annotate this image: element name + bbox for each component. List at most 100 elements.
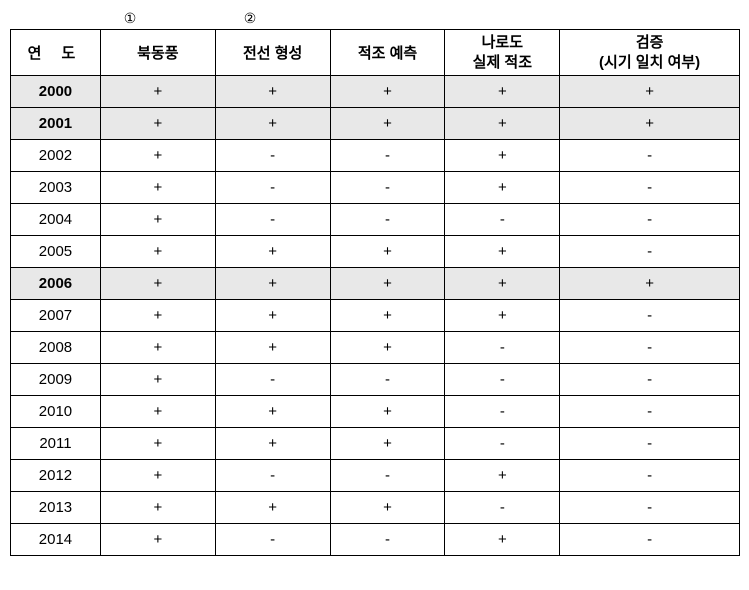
table-row: 2005++++- [11,236,740,268]
cell-value: - [215,460,330,492]
cell-year: 2001 [11,108,101,140]
table-row: 2014+--+- [11,524,740,556]
cell-value: - [330,172,445,204]
cell-value: - [560,364,740,396]
table-row: 2002+--+- [11,140,740,172]
cell-value: + [100,140,215,172]
cell-value: - [560,140,740,172]
cell-value: + [330,268,445,300]
table-row: 2007++++- [11,300,740,332]
cell-value: + [330,236,445,268]
table-row: 2001+++++ [11,108,740,140]
cell-year: 2013 [11,492,101,524]
cell-value: + [445,460,560,492]
cell-value: + [560,108,740,140]
cell-year: 2012 [11,460,101,492]
cell-value: + [100,524,215,556]
cell-value: - [445,492,560,524]
cell-value: - [445,428,560,460]
cell-value: + [100,300,215,332]
cell-value: + [445,524,560,556]
cell-value: + [100,396,215,428]
cell-value: + [330,108,445,140]
header-year: 연 도 [11,30,101,76]
cell-year: 2006 [11,268,101,300]
cell-value: - [560,204,740,236]
cell-value: - [215,364,330,396]
cell-value: - [445,364,560,396]
cell-value: - [330,364,445,396]
cell-value: + [100,172,215,204]
header-col5-line1: 검증 [636,34,664,51]
cell-value: - [560,428,740,460]
header-col5: 검증 (시기 일치 여부) [560,30,740,76]
table-body: 2000+++++2001+++++2002+--+-2003+--+-2004… [11,76,740,556]
table-row: 2013+++-- [11,492,740,524]
cell-year: 2010 [11,396,101,428]
cell-value: + [215,236,330,268]
cell-value: - [215,524,330,556]
cell-value: - [330,140,445,172]
data-table: 연 도 북동풍 전선 형성 적조 예측 나로도 실제 적조 검증 (시기 일치 … [10,29,740,556]
header-col3: 적조 예측 [330,30,445,76]
table-row: 2008+++-- [11,332,740,364]
marker-2: ② [240,10,260,27]
cell-year: 2011 [11,428,101,460]
cell-value: + [560,76,740,108]
cell-year: 2007 [11,300,101,332]
cell-value: + [215,268,330,300]
cell-value: - [330,204,445,236]
cell-year: 2000 [11,76,101,108]
cell-year: 2014 [11,524,101,556]
header-col5-line2: (시기 일치 여부) [599,54,700,71]
cell-year: 2002 [11,140,101,172]
cell-value: + [100,364,215,396]
header-col4-line2: 실제 적조 [473,54,532,71]
cell-value: + [330,76,445,108]
cell-value: + [215,108,330,140]
table-row: 2003+--+- [11,172,740,204]
table-row: 2006+++++ [11,268,740,300]
cell-value: + [100,204,215,236]
cell-value: + [445,140,560,172]
cell-value: - [330,460,445,492]
cell-value: + [330,492,445,524]
cell-value: + [100,428,215,460]
cell-year: 2008 [11,332,101,364]
cell-value: - [560,396,740,428]
cell-value: + [445,268,560,300]
marker-1: ① [120,10,140,27]
cell-value: + [330,428,445,460]
table-row: 2011+++-- [11,428,740,460]
cell-value: - [560,172,740,204]
cell-value: + [445,300,560,332]
cell-value: + [445,108,560,140]
cell-value: - [560,332,740,364]
header-col4-line1: 나로도 [482,34,523,51]
cell-value: - [215,204,330,236]
cell-value: + [100,460,215,492]
cell-value: - [560,460,740,492]
cell-value: + [445,236,560,268]
header-col4: 나로도 실제 적조 [445,30,560,76]
cell-value: + [215,300,330,332]
table-row: 2010+++-- [11,396,740,428]
cell-value: - [330,524,445,556]
cell-value: - [560,492,740,524]
cell-value: + [100,332,215,364]
cell-value: + [445,172,560,204]
cell-value: + [330,300,445,332]
table-row: 2009+---- [11,364,740,396]
cell-value: + [215,492,330,524]
header-col2: 전선 형성 [215,30,330,76]
cell-value: + [100,492,215,524]
cell-value: - [445,396,560,428]
cell-value: - [560,300,740,332]
cell-value: + [330,332,445,364]
cell-value: + [560,268,740,300]
cell-value: - [560,524,740,556]
cell-value: + [215,332,330,364]
cell-value: + [445,76,560,108]
cell-value: - [215,140,330,172]
cell-value: - [445,332,560,364]
